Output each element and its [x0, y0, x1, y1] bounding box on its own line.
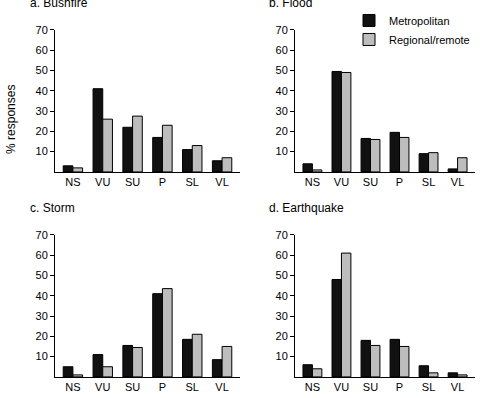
svg-text:NS: NS — [65, 381, 80, 393]
svg-text:20: 20 — [36, 330, 48, 342]
svg-text:SL: SL — [186, 381, 199, 393]
svg-text:P: P — [396, 176, 403, 188]
svg-text:50: 50 — [276, 269, 288, 281]
svg-text:10: 10 — [276, 145, 288, 157]
svg-text:% responses: % responses — [4, 85, 18, 154]
svg-text:NS: NS — [65, 176, 80, 188]
svg-text:60: 60 — [276, 44, 288, 56]
svg-text:70: 70 — [36, 229, 48, 241]
svg-text:70: 70 — [276, 229, 288, 241]
svg-text:70: 70 — [36, 24, 48, 36]
svg-text:VU: VU — [95, 381, 110, 393]
svg-text:70: 70 — [276, 24, 288, 36]
svg-text:10: 10 — [36, 145, 48, 157]
svg-text:a. Bushfire: a. Bushfire — [30, 0, 88, 10]
svg-text:SU: SU — [125, 381, 140, 393]
svg-text:Regional/remote: Regional/remote — [389, 34, 470, 46]
svg-text:SL: SL — [422, 176, 435, 188]
svg-text:Metropolitan: Metropolitan — [389, 15, 450, 27]
svg-text:60: 60 — [36, 249, 48, 261]
svg-text:50: 50 — [36, 269, 48, 281]
svg-text:SU: SU — [363, 381, 378, 393]
svg-text:VU: VU — [334, 176, 349, 188]
svg-text:30: 30 — [36, 310, 48, 322]
svg-text:P: P — [159, 176, 166, 188]
svg-text:b. Flood: b. Flood — [269, 0, 312, 10]
svg-text:d. Earthquake: d. Earthquake — [269, 201, 344, 215]
svg-text:20: 20 — [276, 125, 288, 137]
svg-text:VL: VL — [215, 381, 228, 393]
svg-text:20: 20 — [36, 125, 48, 137]
svg-text:SL: SL — [186, 176, 199, 188]
svg-text:P: P — [159, 381, 166, 393]
svg-text:10: 10 — [276, 350, 288, 362]
svg-text:VL: VL — [451, 176, 464, 188]
svg-text:60: 60 — [276, 249, 288, 261]
svg-text:NS: NS — [305, 176, 320, 188]
svg-text:50: 50 — [276, 64, 288, 76]
svg-text:SU: SU — [363, 176, 378, 188]
svg-text:40: 40 — [276, 85, 288, 97]
svg-text:50: 50 — [36, 64, 48, 76]
svg-text:NS: NS — [305, 381, 320, 393]
svg-text:P: P — [396, 381, 403, 393]
svg-text:20: 20 — [276, 330, 288, 342]
svg-text:VU: VU — [334, 381, 349, 393]
svg-text:VL: VL — [215, 176, 228, 188]
svg-text:c. Storm: c. Storm — [30, 201, 75, 215]
svg-text:40: 40 — [276, 290, 288, 302]
svg-text:30: 30 — [36, 105, 48, 117]
svg-text:40: 40 — [36, 85, 48, 97]
svg-text:60: 60 — [36, 44, 48, 56]
svg-text:10: 10 — [36, 350, 48, 362]
svg-text:VL: VL — [451, 381, 464, 393]
svg-text:SU: SU — [125, 176, 140, 188]
svg-text:VU: VU — [95, 176, 110, 188]
svg-text:30: 30 — [276, 105, 288, 117]
svg-text:40: 40 — [36, 290, 48, 302]
svg-text:SL: SL — [422, 381, 435, 393]
svg-text:30: 30 — [276, 310, 288, 322]
